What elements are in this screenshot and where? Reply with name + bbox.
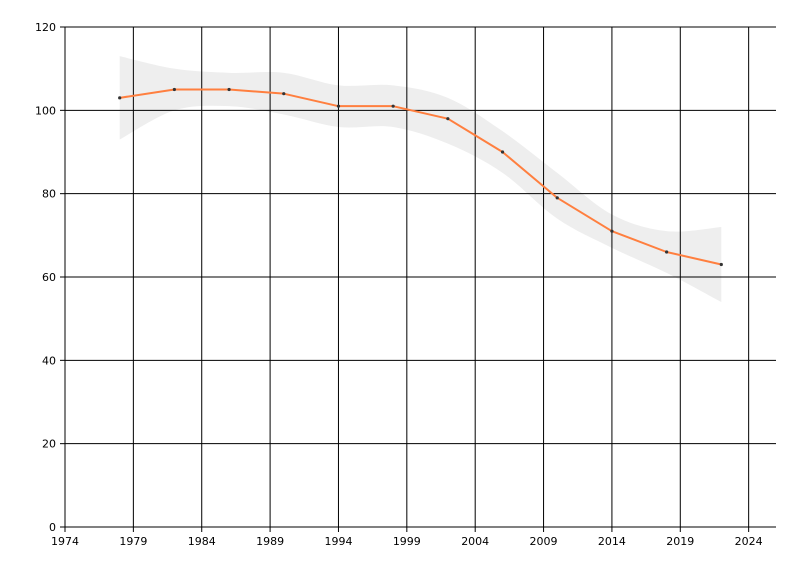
x-tick-label: 1979: [119, 535, 147, 548]
axis-layer: [60, 26, 776, 532]
data-point: [227, 87, 231, 92]
x-tick-label: 2009: [530, 535, 558, 548]
y-tick-label: 100: [35, 104, 56, 117]
x-tick-label: 1989: [256, 535, 284, 548]
x-tick-label: 2014: [598, 535, 626, 548]
data-point: [610, 229, 614, 233]
data-point: [446, 117, 450, 121]
y-tick-label: 120: [35, 21, 56, 34]
data-point-layer: [118, 87, 723, 267]
data-point: [172, 87, 176, 92]
data-point: [555, 196, 559, 200]
y-tick-label: 80: [42, 188, 56, 201]
y-tick-label: 40: [42, 354, 56, 367]
x-tick-label: 1999: [393, 535, 421, 548]
data-point: [118, 96, 122, 100]
tick-label-layer: 1974 1979 1984 1989 1994 1999 2004 2009 2014 2019…: [35, 21, 763, 548]
x-tick-label: 2019: [666, 535, 694, 548]
data-point: [719, 262, 723, 267]
x-tick-label: 2004: [461, 535, 489, 548]
x-tick-label: 1984: [188, 535, 216, 548]
data-point: [336, 104, 341, 108]
x-tick-label: 1994: [324, 535, 352, 548]
data-point: [282, 92, 286, 96]
data-point: [391, 104, 395, 108]
confidence-band: [119, 56, 722, 302]
confidence-band-layer: [119, 56, 722, 302]
grid-layer: [64, 26, 776, 528]
x-tick-label: 1974: [51, 535, 79, 548]
series-line-layer: [119, 88, 722, 266]
y-tick-label: 0: [49, 521, 56, 534]
x-tick-label: 2024: [735, 535, 763, 548]
y-tick-label: 20: [42, 438, 56, 451]
y-tick-label: 60: [42, 271, 56, 284]
data-point: [665, 250, 669, 254]
series-line: [119, 88, 722, 266]
data-point: [500, 150, 505, 154]
